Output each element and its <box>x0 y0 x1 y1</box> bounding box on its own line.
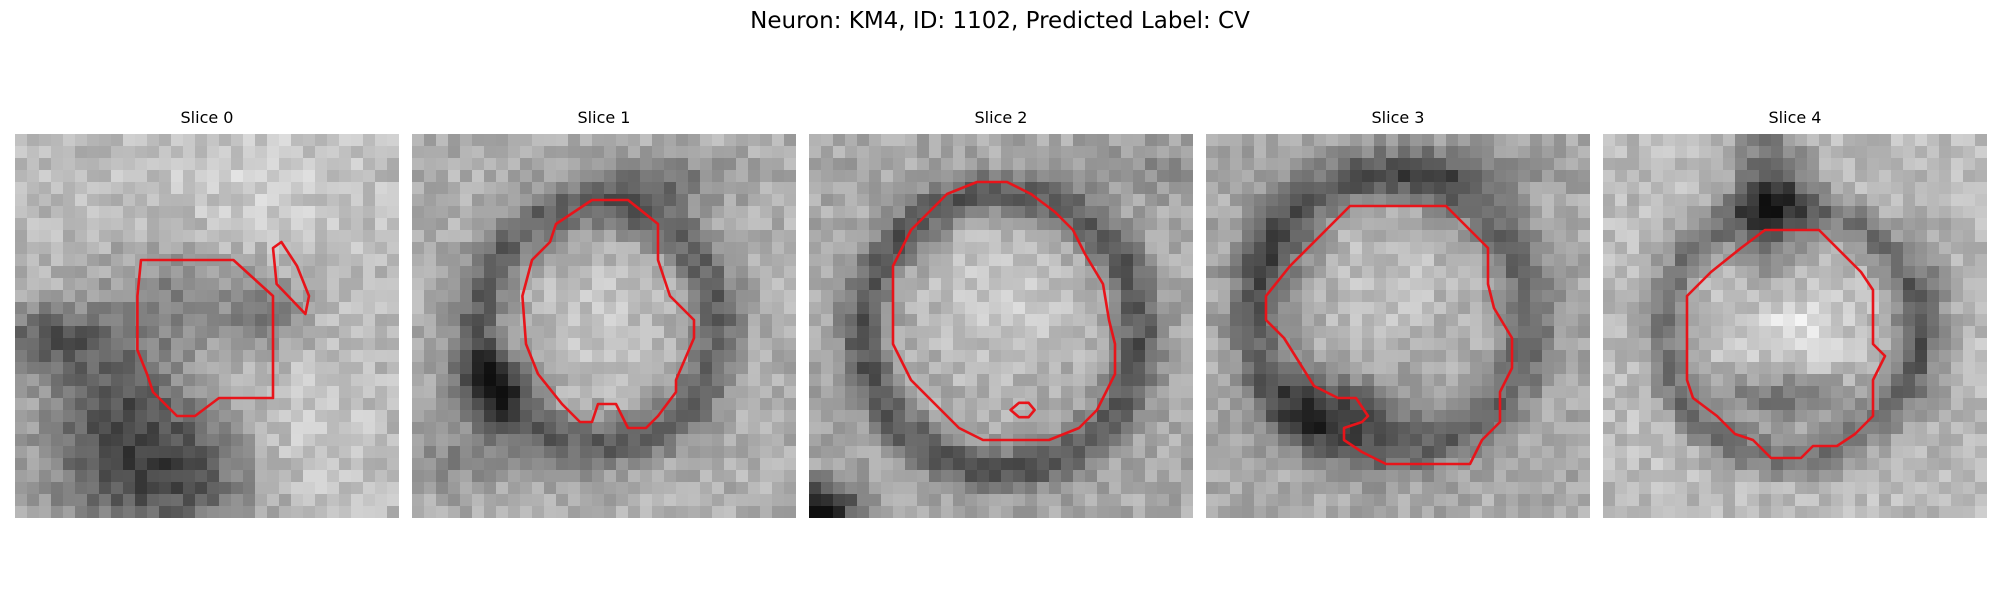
slice-panel-0: Slice 0 <box>15 108 399 518</box>
slice-panel-2: Slice 2 <box>809 108 1193 518</box>
slice-panel-3: Slice 3 <box>1206 108 1590 518</box>
segmentation-contour-0-0 <box>136 258 275 418</box>
slice-panel-1: Slice 1 <box>412 108 796 518</box>
slice-title-1: Slice 1 <box>577 108 631 127</box>
slice-image-2 <box>809 134 1193 518</box>
slice-image-4 <box>1603 134 1987 518</box>
slice-panel-4: Slice 4 <box>1603 108 1987 518</box>
slice-title-3: Slice 3 <box>1371 108 1425 127</box>
slice-title-2: Slice 2 <box>974 108 1028 127</box>
segmentation-contour-1-0 <box>521 198 696 430</box>
figure-title: Neuron: KM4, ID: 1102, Predicted Label: … <box>750 8 1250 34</box>
segmentation-contour-2-1 <box>1009 401 1036 419</box>
segmentation-contour-3-0 <box>1264 204 1514 466</box>
segmentation-contour-4-0 <box>1685 228 1887 460</box>
slice-title-0: Slice 0 <box>180 108 234 127</box>
slice-title-4: Slice 4 <box>1768 108 1822 127</box>
slice-image-3 <box>1206 134 1590 518</box>
segmentation-contour-0-1 <box>271 240 311 316</box>
slice-image-1 <box>412 134 796 518</box>
slice-image-0 <box>15 134 399 518</box>
segmentation-contour-2-0 <box>891 180 1117 442</box>
